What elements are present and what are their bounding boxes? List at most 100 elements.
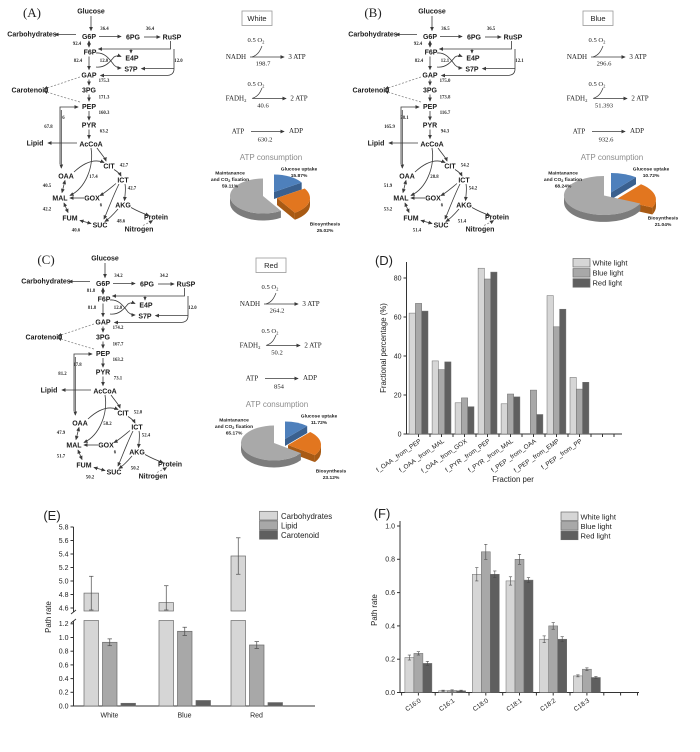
svg-text:(E): (E) bbox=[43, 508, 60, 523]
svg-text:PEP: PEP bbox=[96, 351, 110, 358]
svg-text:FUM: FUM bbox=[76, 462, 91, 469]
svg-text:54.2: 54.2 bbox=[461, 163, 470, 168]
svg-text:0.0: 0.0 bbox=[385, 690, 395, 697]
svg-text:6: 6 bbox=[114, 450, 117, 455]
svg-text:59.11%: 59.11% bbox=[222, 184, 239, 190]
svg-text:Protein: Protein bbox=[144, 214, 168, 221]
svg-text:0.5 O2: 0.5 O2 bbox=[262, 284, 280, 291]
svg-text:3 ATP: 3 ATP bbox=[302, 300, 319, 308]
svg-text:4.6: 4.6 bbox=[59, 605, 69, 612]
svg-text:51.9: 51.9 bbox=[384, 184, 393, 189]
svg-text:0.5 O2: 0.5 O2 bbox=[589, 81, 607, 88]
svg-text:AKG: AKG bbox=[115, 202, 131, 209]
svg-text:0.4: 0.4 bbox=[59, 676, 69, 683]
svg-text:E4P: E4P bbox=[466, 55, 480, 62]
svg-text:47.9: 47.9 bbox=[57, 431, 66, 436]
svg-text:Red light: Red light bbox=[593, 279, 624, 288]
svg-text:ATP consumption: ATP consumption bbox=[240, 153, 302, 162]
svg-text:Path rate: Path rate bbox=[370, 594, 379, 626]
svg-text:FADH2: FADH2 bbox=[226, 95, 248, 103]
svg-text:Blue: Blue bbox=[590, 14, 605, 23]
svg-text:92.4: 92.4 bbox=[73, 42, 82, 47]
svg-text:MAL: MAL bbox=[66, 442, 82, 449]
svg-text:Maintanance: Maintanance bbox=[215, 171, 245, 177]
svg-text:GOX: GOX bbox=[98, 442, 114, 449]
svg-text:58.1: 58.1 bbox=[400, 116, 409, 121]
svg-text:52.0: 52.0 bbox=[134, 410, 143, 415]
svg-text:5.0: 5.0 bbox=[59, 578, 69, 585]
svg-text:FUM: FUM bbox=[62, 215, 77, 222]
svg-text:Nitrogen: Nitrogen bbox=[466, 226, 495, 233]
svg-text:PYR: PYR bbox=[96, 369, 110, 376]
svg-text:C18:2: C18:2 bbox=[539, 697, 558, 713]
svg-text:2 ATP: 2 ATP bbox=[631, 95, 648, 103]
svg-text:5.8: 5.8 bbox=[59, 524, 69, 531]
svg-text:Biosynthesis: Biosynthesis bbox=[310, 222, 341, 228]
svg-text:Carotenoid: Carotenoid bbox=[12, 87, 49, 94]
svg-text:CIT: CIT bbox=[444, 163, 456, 170]
svg-text:34.2: 34.2 bbox=[160, 274, 169, 279]
svg-text:ATP: ATP bbox=[246, 375, 259, 383]
svg-text:63.2: 63.2 bbox=[100, 129, 109, 134]
svg-text:Blue: Blue bbox=[177, 713, 191, 720]
svg-text:G6P: G6P bbox=[96, 281, 110, 288]
svg-text:and CO2 fixation: and CO2 fixation bbox=[215, 424, 253, 430]
svg-text:Glucose uptake: Glucose uptake bbox=[281, 167, 318, 173]
svg-text:C16:1: C16:1 bbox=[438, 697, 457, 713]
svg-text:160.3: 160.3 bbox=[99, 111, 110, 116]
svg-text:51.4: 51.4 bbox=[413, 228, 422, 233]
svg-text:GOX: GOX bbox=[425, 195, 441, 202]
svg-text:50.2: 50.2 bbox=[86, 475, 95, 480]
svg-text:10.72%: 10.72% bbox=[643, 173, 660, 179]
svg-text:6PG: 6PG bbox=[126, 34, 141, 41]
svg-text:42.7: 42.7 bbox=[120, 163, 129, 168]
svg-text:1.0: 1.0 bbox=[59, 635, 69, 642]
svg-text:CIT: CIT bbox=[103, 163, 115, 170]
svg-text:Glucose uptake: Glucose uptake bbox=[633, 167, 670, 173]
svg-text:ICT: ICT bbox=[131, 424, 143, 431]
svg-text:ICT: ICT bbox=[458, 177, 470, 184]
svg-text:0: 0 bbox=[398, 431, 402, 438]
svg-text:20: 20 bbox=[394, 392, 402, 399]
svg-text:48.6: 48.6 bbox=[117, 219, 126, 224]
svg-text:51.4: 51.4 bbox=[458, 219, 467, 224]
svg-text:3PG: 3PG bbox=[82, 87, 97, 94]
svg-text:1.2: 1.2 bbox=[59, 621, 69, 628]
svg-text:(F): (F) bbox=[374, 506, 391, 521]
svg-text:(D): (D) bbox=[375, 253, 393, 268]
svg-text:Glucose: Glucose bbox=[77, 8, 105, 15]
svg-text:G6P: G6P bbox=[82, 34, 96, 41]
svg-text:Carbohydrates: Carbohydrates bbox=[281, 512, 332, 521]
svg-text:F6P: F6P bbox=[98, 296, 111, 303]
svg-text:(C): (C) bbox=[37, 252, 54, 267]
svg-text:17.8: 17.8 bbox=[73, 363, 82, 368]
svg-text:21.04%: 21.04% bbox=[655, 222, 672, 228]
svg-text:12.1: 12.1 bbox=[515, 59, 524, 64]
svg-text:11.72%: 11.72% bbox=[311, 420, 328, 426]
svg-text:12.0: 12.0 bbox=[188, 306, 197, 311]
svg-text:Fraction per: Fraction per bbox=[492, 475, 534, 484]
svg-text:MAL: MAL bbox=[393, 195, 409, 202]
svg-text:Glucose: Glucose bbox=[91, 255, 119, 262]
svg-text:2 ATP: 2 ATP bbox=[290, 95, 307, 103]
svg-text:67.8: 67.8 bbox=[44, 125, 53, 130]
svg-text:F6P: F6P bbox=[84, 49, 97, 56]
svg-text:S7P: S7P bbox=[124, 66, 138, 73]
svg-text:51.393: 51.393 bbox=[595, 103, 614, 110]
svg-text:50.2: 50.2 bbox=[131, 466, 140, 471]
svg-text:White: White bbox=[247, 14, 266, 23]
svg-text:OAA: OAA bbox=[72, 420, 88, 427]
svg-text:54.2: 54.2 bbox=[469, 186, 478, 191]
svg-text:AcCoA: AcCoA bbox=[420, 141, 443, 148]
svg-text:White light: White light bbox=[593, 259, 629, 268]
svg-text:RuSP: RuSP bbox=[163, 34, 182, 41]
svg-text:163.2: 163.2 bbox=[113, 358, 124, 363]
svg-text:and CO2 fixation: and CO2 fixation bbox=[211, 177, 249, 183]
svg-text:(A): (A) bbox=[23, 5, 41, 20]
svg-text:28.8: 28.8 bbox=[430, 175, 439, 180]
svg-text:Carbohydrates: Carbohydrates bbox=[7, 31, 57, 38]
svg-text:296.6: 296.6 bbox=[597, 61, 613, 68]
svg-text:White light: White light bbox=[581, 512, 617, 521]
svg-text:1.0: 1.0 bbox=[385, 523, 395, 530]
svg-text:FADH2: FADH2 bbox=[240, 342, 262, 350]
